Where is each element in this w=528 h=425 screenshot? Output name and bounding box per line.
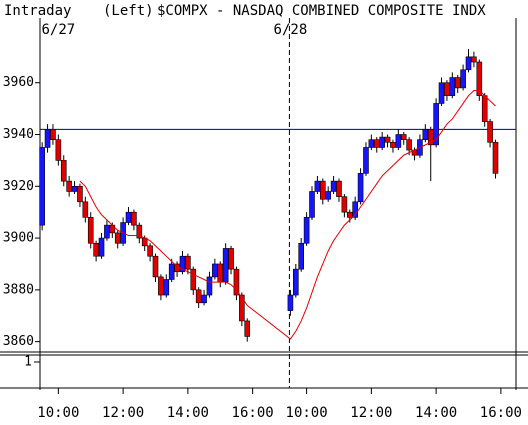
candle-body	[39, 147, 45, 226]
candle-body	[449, 77, 456, 96]
candle-body	[293, 268, 299, 296]
candle-body	[346, 211, 353, 218]
candle-body	[87, 217, 94, 244]
candle-body	[66, 180, 72, 192]
x-tick-label: 16:00	[232, 405, 274, 421]
y-tick-label: 3880	[3, 282, 34, 297]
x-tick-label: 12:00	[350, 405, 392, 421]
candle-body	[314, 180, 321, 192]
candle-body	[212, 263, 218, 278]
candle-body	[201, 294, 207, 304]
candle-body	[319, 180, 326, 200]
x-tick-label: 14:00	[415, 405, 457, 421]
candle-body	[325, 191, 331, 200]
candle-body	[465, 56, 472, 71]
candle-body	[77, 185, 83, 203]
candle-body	[303, 217, 310, 244]
candle-body	[492, 141, 499, 174]
candle-body	[217, 263, 224, 283]
candle-body	[487, 121, 493, 143]
candle-body	[471, 56, 477, 63]
candle-body	[400, 134, 407, 140]
candle-body	[71, 185, 78, 192]
candle-body	[352, 201, 358, 218]
y-tick-label: 3960	[3, 75, 34, 90]
candle-body	[406, 139, 412, 151]
candle-body	[368, 139, 375, 148]
candle-body	[98, 237, 105, 257]
candle-body	[422, 129, 429, 140]
candle-body	[185, 255, 191, 270]
candle-body	[179, 255, 186, 273]
x-tick-label: 16:00	[480, 405, 522, 421]
candle-body	[395, 134, 402, 148]
moving-average-line	[79, 89, 496, 340]
candle-body	[136, 224, 143, 239]
candle-body	[222, 248, 229, 283]
candle-body	[114, 232, 121, 244]
candle-body	[168, 263, 175, 280]
candle-body	[384, 136, 391, 143]
candle-body	[476, 61, 483, 96]
candle-body	[357, 173, 364, 203]
candle-body	[438, 82, 445, 104]
candle-body	[341, 196, 348, 213]
x-tick-label: 10:00	[286, 405, 328, 421]
y-tick-label: 3900	[3, 231, 34, 246]
candle-body	[190, 268, 197, 291]
candle-body	[433, 103, 439, 146]
candle-body	[239, 294, 245, 322]
candle-body	[373, 139, 380, 148]
candle-body	[481, 95, 488, 122]
candle-body	[163, 279, 170, 296]
candle-body	[158, 276, 164, 296]
chart-title: $COMPX - NASDAQ COMBINED COMPOSITE INDX	[157, 3, 486, 19]
candle-body	[309, 191, 315, 218]
candle-body	[244, 320, 251, 337]
candle-body	[55, 139, 62, 161]
candle-body	[147, 245, 153, 257]
candle-body	[298, 242, 305, 270]
candle-body	[60, 160, 67, 182]
candle-body	[427, 129, 434, 146]
candle-body	[93, 242, 99, 257]
candle-body	[287, 294, 294, 311]
y-tick-label: 3920	[3, 179, 34, 194]
candle-body	[131, 211, 137, 226]
candle-body	[233, 268, 240, 296]
candle-body	[195, 289, 202, 304]
mode-label: Intraday	[4, 3, 71, 19]
candle-body	[50, 129, 56, 140]
candle-body	[444, 82, 450, 96]
candle-body	[390, 141, 396, 148]
date-label: 6/28	[274, 22, 308, 38]
candle-body	[330, 180, 337, 192]
candle-body	[228, 248, 234, 270]
x-tick-label: 10:00	[37, 405, 79, 421]
candle-body	[125, 211, 132, 223]
candle-body	[206, 276, 213, 296]
x-tick-label: 14:00	[167, 405, 209, 421]
candle-body	[336, 180, 342, 197]
candle-body	[460, 69, 466, 89]
y-tick-label: 3860	[3, 334, 34, 349]
candle-body	[152, 255, 159, 278]
y-tick-label: 3940	[3, 127, 34, 142]
candle-body	[363, 147, 369, 174]
candle-body	[104, 224, 110, 239]
candle-body	[454, 77, 461, 89]
date-label: 6/27	[41, 22, 75, 38]
x-tick-label: 12:00	[102, 405, 144, 421]
candle-body	[44, 129, 51, 148]
axis-side-label: (Left)	[103, 3, 154, 19]
candle-body	[82, 201, 89, 218]
candle-body	[379, 136, 385, 148]
volume-pane-label: 1	[24, 355, 32, 370]
